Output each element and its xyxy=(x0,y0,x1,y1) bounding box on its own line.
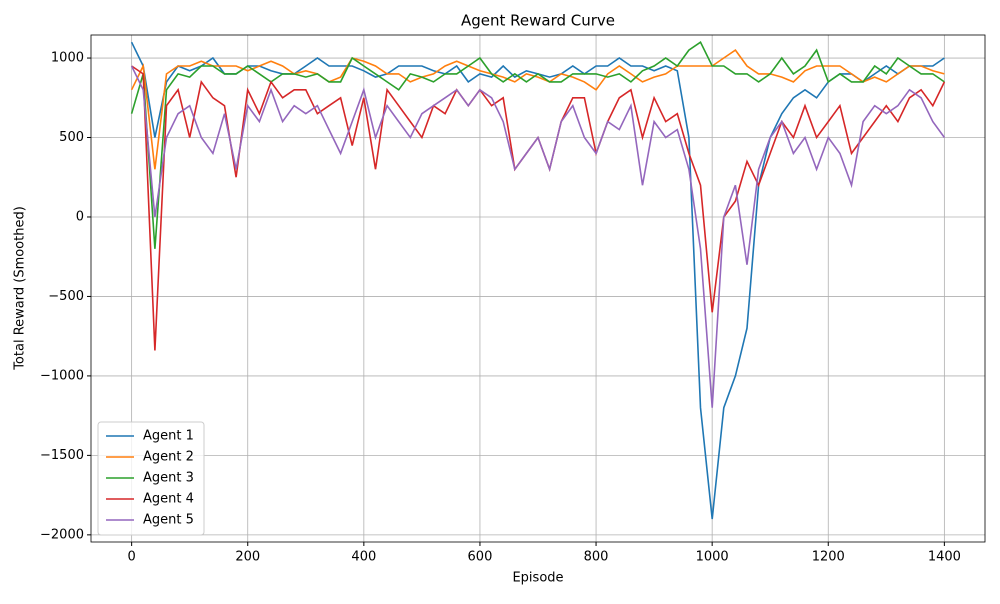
y-tick-label: 0 xyxy=(76,209,84,224)
legend-box xyxy=(97,421,205,536)
y-tick-label: 1000 xyxy=(51,51,84,66)
x-tick-label: 200 xyxy=(235,550,260,565)
x-axis-label: Episode xyxy=(512,571,563,586)
chart-title: Agent Reward Curve xyxy=(461,12,615,30)
y-tick-label: −1000 xyxy=(40,368,84,383)
y-tick-label: 500 xyxy=(59,130,84,145)
x-tick-label: 600 xyxy=(468,550,493,565)
y-tick-label: −1500 xyxy=(40,448,84,463)
y-tick-label: −500 xyxy=(48,289,84,304)
legend-label: Agent 4 xyxy=(143,492,194,507)
legend-label: Agent 5 xyxy=(143,513,194,528)
plot-lines xyxy=(130,41,946,520)
x-tick-label: 1400 xyxy=(928,550,961,565)
x-tick-label: 400 xyxy=(351,550,376,565)
plot-frame xyxy=(90,34,986,543)
y-axis-label: Total Reward (Smoothed) xyxy=(13,206,28,371)
series-line xyxy=(131,65,946,351)
legend-label: Agent 1 xyxy=(143,429,194,444)
legend-label: Agent 3 xyxy=(143,471,194,486)
x-tick-label: 800 xyxy=(584,550,609,565)
x-tick-label: 0 xyxy=(127,550,135,565)
x-tick-label: 1000 xyxy=(696,550,729,565)
legend-label: Agent 2 xyxy=(143,450,194,465)
series-line xyxy=(130,41,945,249)
y-tick-label: −2000 xyxy=(40,527,84,542)
series-line xyxy=(130,49,945,170)
x-tick-label: 1200 xyxy=(812,550,845,565)
series-line xyxy=(130,65,946,408)
